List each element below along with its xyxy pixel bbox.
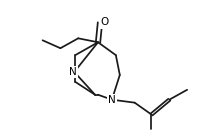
Text: O: O: [100, 18, 108, 27]
Text: N: N: [69, 67, 77, 77]
Text: N: N: [108, 95, 116, 105]
